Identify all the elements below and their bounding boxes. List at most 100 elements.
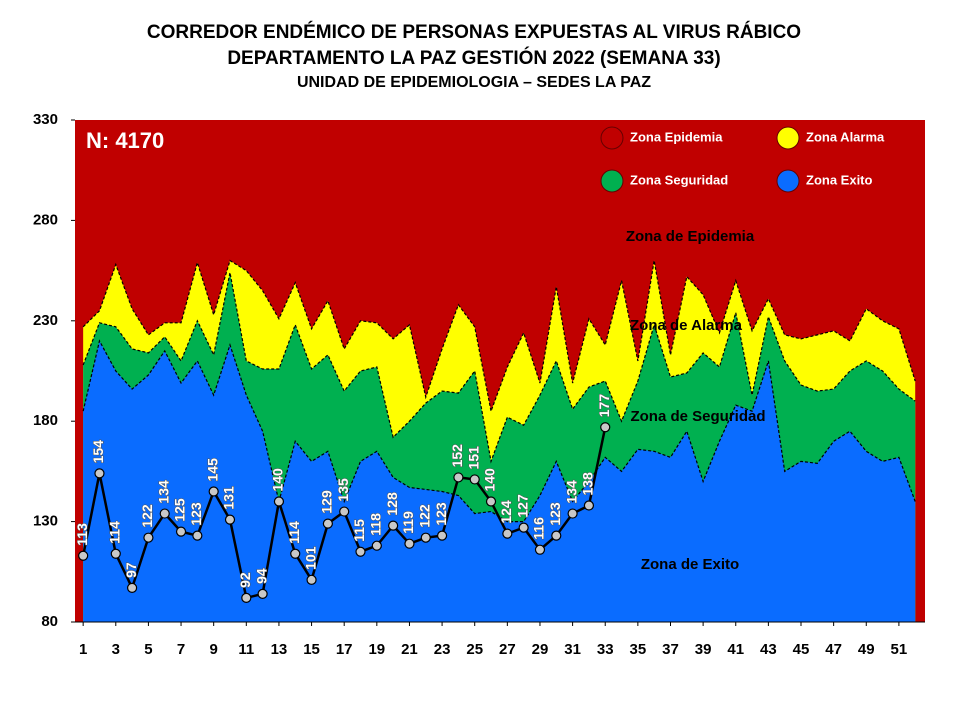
case-marker (436, 530, 448, 541)
annotation: Zona de Epidemia (626, 228, 755, 245)
data-label: 116 (531, 517, 547, 540)
case-marker (485, 496, 497, 507)
case-marker (322, 518, 333, 529)
x-tick-label: 21 (401, 641, 418, 658)
case-marker (453, 472, 464, 483)
data-label: 140 (270, 468, 286, 492)
data-label: 125 (172, 498, 188, 522)
annotation: N: 4170 (86, 128, 164, 153)
data-label: 127 (514, 494, 530, 518)
chart-subtitle: DEPARTAMENTO LA PAZ GESTIÓN 2022 (SEMANA… (227, 47, 720, 69)
x-tick-label: 51 (891, 641, 908, 658)
case-marker (94, 468, 105, 479)
case-marker (404, 538, 415, 549)
y-tick-label: 230 (33, 312, 58, 329)
data-label: 134 (155, 480, 171, 504)
case-marker (273, 496, 285, 507)
data-label: 122 (139, 504, 155, 528)
legend-swatch (776, 169, 800, 193)
data-label: 124 (498, 500, 514, 524)
data-label: 115 (351, 519, 367, 542)
x-tick-label: 23 (434, 641, 451, 658)
case-marker (420, 532, 431, 543)
data-label: 152 (449, 444, 465, 468)
case-marker (551, 530, 562, 541)
case-marker (355, 546, 366, 557)
y-tick-label: 80 (41, 613, 58, 630)
legend-label: Zona Seguridad (630, 172, 728, 187)
x-tick-label: 43 (760, 641, 777, 658)
annotation: Zona de Seguridad (630, 408, 765, 425)
chart-subtitle: UNIDAD DE EPIDEMIOLOGIA – SEDES LA PAZ (297, 74, 651, 91)
case-marker (143, 532, 154, 543)
legend-label: Zona Exito (806, 172, 873, 187)
chart-title: CORREDOR ENDÉMICO DE PERSONAS EXPUESTAS … (147, 21, 801, 43)
data-label: 118 (368, 513, 384, 536)
case-marker (208, 486, 219, 497)
x-tick-label: 39 (695, 641, 712, 658)
zone-boundary (82, 272, 916, 464)
data-label: 177 (596, 394, 612, 418)
case-marker (127, 582, 138, 593)
y-tick-label: 130 (33, 513, 58, 530)
data-label: 140 (482, 468, 498, 492)
case-marker (534, 544, 546, 555)
data-label: 131 (221, 486, 237, 510)
case-marker (192, 530, 203, 541)
case-marker (502, 528, 513, 539)
case-marker (567, 508, 578, 519)
case-marker (241, 592, 252, 604)
data-label: 123 (188, 502, 204, 526)
data-label: 92 (237, 572, 253, 588)
x-tick-label: 9 (210, 641, 218, 658)
data-label: 113 (74, 523, 90, 546)
case-marker (224, 514, 236, 525)
case-marker (388, 520, 399, 531)
x-tick-label: 15 (303, 641, 320, 658)
data-label: 134 (563, 480, 579, 504)
x-tick-label: 25 (466, 641, 483, 658)
data-label: 129 (319, 490, 335, 514)
case-marker (518, 522, 529, 533)
case-marker (175, 526, 187, 537)
x-tick-label: 3 (112, 641, 120, 658)
x-tick-label: 29 (532, 641, 549, 658)
data-label: 94 (253, 568, 269, 584)
annotation: Zona de Exito (641, 556, 739, 573)
x-tick-label: 13 (271, 641, 288, 658)
x-tick-label: 35 (630, 641, 647, 658)
case-marker (257, 588, 268, 599)
case-marker (371, 540, 382, 551)
case-marker (78, 550, 89, 561)
x-tick-label: 27 (499, 641, 516, 658)
legend-swatch (600, 169, 624, 193)
legend-swatch (776, 126, 800, 150)
case-marker (159, 508, 170, 519)
x-tick-label: 47 (825, 641, 842, 658)
data-label: 138 (580, 472, 596, 496)
data-label: 123 (547, 502, 563, 526)
x-tick-label: 19 (368, 641, 385, 658)
legend-swatch (600, 126, 624, 150)
data-label: 114 (106, 521, 122, 544)
x-tick-label: 17 (336, 641, 353, 658)
legend-label: Zona Alarma (806, 129, 885, 144)
data-label: 128 (384, 492, 400, 516)
case-marker (306, 574, 317, 585)
x-tick-label: 49 (858, 641, 875, 658)
legend-label: Zona Epidemia (630, 129, 723, 144)
x-tick-label: 31 (564, 641, 581, 658)
case-marker (600, 422, 611, 433)
x-tick-label: 45 (793, 641, 810, 658)
x-tick-label: 37 (662, 641, 679, 658)
data-label: 154 (90, 440, 106, 464)
data-label: 145 (204, 458, 220, 482)
data-label: 97 (123, 562, 139, 578)
zone-boundary (82, 259, 916, 414)
data-label: 135 (335, 478, 351, 502)
case-marker (469, 474, 480, 485)
y-tick-label: 280 (33, 211, 58, 228)
x-tick-label: 7 (177, 641, 185, 658)
